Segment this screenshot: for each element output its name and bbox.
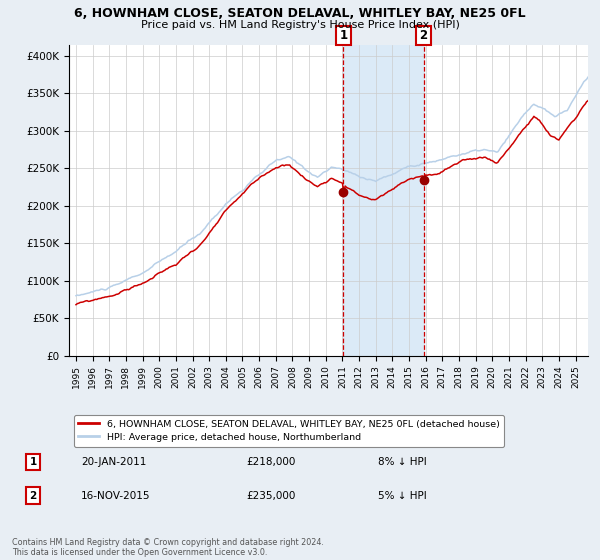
Text: 1: 1 (339, 29, 347, 42)
Text: 6, HOWNHAM CLOSE, SEATON DELAVAL, WHITLEY BAY, NE25 0FL: 6, HOWNHAM CLOSE, SEATON DELAVAL, WHITLE… (74, 7, 526, 20)
Bar (343, 45, 424, 356)
Legend: 6, HOWNHAM CLOSE, SEATON DELAVAL, WHITLEY BAY, NE25 0FL (detached house), HPI: A: 6, HOWNHAM CLOSE, SEATON DELAVAL, WHITLE… (74, 415, 505, 447)
Text: 2: 2 (419, 29, 428, 42)
Text: £235,000: £235,000 (246, 491, 295, 501)
Text: 1: 1 (29, 457, 37, 467)
Text: 5% ↓ HPI: 5% ↓ HPI (378, 491, 427, 501)
Text: 16-NOV-2015: 16-NOV-2015 (81, 491, 151, 501)
Text: 8% ↓ HPI: 8% ↓ HPI (378, 457, 427, 467)
Text: £218,000: £218,000 (246, 457, 295, 467)
Text: Price paid vs. HM Land Registry's House Price Index (HPI): Price paid vs. HM Land Registry's House … (140, 20, 460, 30)
Text: 2: 2 (29, 491, 37, 501)
Text: 20-JAN-2011: 20-JAN-2011 (81, 457, 146, 467)
Text: Contains HM Land Registry data © Crown copyright and database right 2024.
This d: Contains HM Land Registry data © Crown c… (12, 538, 324, 557)
